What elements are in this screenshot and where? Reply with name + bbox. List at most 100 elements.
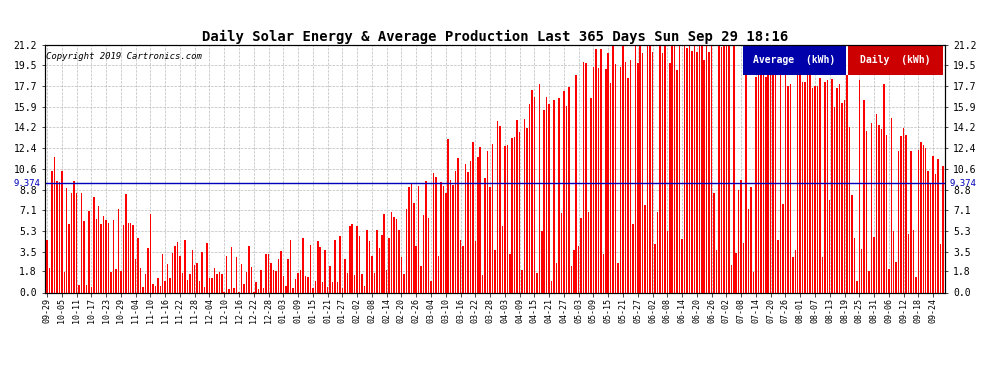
Bar [502, 226, 503, 292]
Bar [888, 269, 890, 292]
Bar [915, 277, 917, 292]
Bar [878, 124, 880, 292]
Bar [189, 274, 190, 292]
Bar [138, 238, 139, 292]
Bar [623, 45, 624, 292]
Bar [477, 157, 478, 292]
Bar [666, 231, 668, 292]
Bar [863, 100, 865, 292]
Bar [706, 45, 708, 292]
Bar [403, 274, 405, 292]
Bar [891, 118, 892, 292]
Bar [140, 268, 142, 292]
Bar [762, 45, 764, 292]
Bar [100, 224, 102, 292]
Bar [782, 204, 784, 292]
Bar [177, 242, 178, 292]
Bar [128, 223, 129, 292]
Bar [58, 182, 60, 292]
Bar [787, 86, 789, 292]
Bar [873, 237, 875, 292]
Bar [248, 246, 249, 292]
Bar [408, 187, 410, 292]
Bar [910, 151, 912, 292]
Bar [482, 275, 483, 292]
Bar [431, 280, 432, 292]
Bar [315, 281, 316, 292]
Bar [861, 249, 862, 292]
Bar [728, 45, 730, 292]
Bar [351, 225, 353, 292]
Bar [467, 171, 468, 292]
Bar [226, 256, 228, 292]
Bar [691, 51, 693, 292]
Bar [376, 230, 377, 292]
Bar [886, 135, 887, 292]
Bar [792, 257, 794, 292]
Bar [297, 273, 299, 292]
Bar [211, 278, 213, 292]
Bar [418, 186, 420, 292]
Bar [507, 145, 508, 292]
Bar [923, 145, 924, 292]
Bar [346, 273, 348, 292]
Bar [159, 285, 161, 292]
Bar [646, 45, 648, 292]
Bar [785, 50, 786, 292]
Bar [244, 284, 245, 292]
Bar [179, 255, 180, 292]
Bar [221, 274, 223, 292]
Bar [325, 250, 326, 292]
Bar [63, 272, 65, 292]
Bar [479, 147, 481, 292]
Bar [83, 221, 85, 292]
Bar [489, 187, 491, 292]
Bar [807, 68, 809, 292]
Bar [438, 256, 440, 292]
Bar [686, 48, 688, 292]
Bar [327, 287, 329, 292]
Bar [149, 214, 151, 292]
Bar [416, 246, 417, 292]
Bar [615, 64, 617, 292]
Bar [664, 45, 665, 292]
Bar [234, 288, 235, 292]
Bar [563, 91, 564, 292]
Bar [71, 192, 72, 292]
Bar [93, 197, 94, 292]
Bar [265, 254, 267, 292]
Bar [714, 193, 715, 292]
Bar [527, 128, 528, 292]
Bar [942, 166, 943, 292]
Bar [590, 98, 592, 292]
Bar [406, 209, 407, 292]
Bar [229, 289, 230, 292]
Bar [272, 270, 274, 292]
Bar [704, 60, 705, 292]
Bar [898, 151, 900, 292]
Bar [741, 180, 742, 292]
Bar [162, 254, 163, 292]
Bar [388, 238, 390, 292]
Bar [447, 139, 449, 292]
Bar [765, 77, 766, 292]
Bar [317, 242, 319, 292]
Bar [108, 223, 109, 292]
Bar [231, 247, 233, 292]
Bar [504, 146, 506, 292]
Bar [575, 75, 577, 292]
Bar [359, 236, 360, 292]
Bar [433, 172, 435, 292]
Bar [858, 80, 860, 292]
Bar [539, 84, 541, 292]
Bar [689, 45, 690, 292]
Bar [457, 159, 458, 292]
Bar [770, 45, 771, 292]
Bar [745, 45, 746, 292]
Bar [386, 270, 387, 292]
Bar [110, 272, 112, 292]
Bar [330, 266, 331, 292]
Bar [368, 241, 370, 292]
Bar [558, 98, 559, 292]
Bar [169, 278, 171, 292]
